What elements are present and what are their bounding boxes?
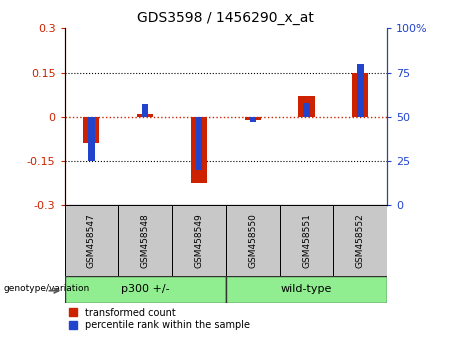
Text: wild-type: wild-type <box>281 284 332 295</box>
FancyBboxPatch shape <box>226 205 280 276</box>
Bar <box>142 104 148 117</box>
Bar <box>249 117 256 122</box>
FancyBboxPatch shape <box>333 205 387 276</box>
Title: GDS3598 / 1456290_x_at: GDS3598 / 1456290_x_at <box>137 11 314 24</box>
FancyBboxPatch shape <box>280 205 333 276</box>
FancyBboxPatch shape <box>172 205 226 276</box>
Bar <box>245 117 261 120</box>
Bar <box>83 117 100 143</box>
Text: GSM458548: GSM458548 <box>141 213 150 268</box>
Legend: transformed count, percentile rank within the sample: transformed count, percentile rank withi… <box>70 308 250 330</box>
FancyBboxPatch shape <box>226 276 387 303</box>
FancyBboxPatch shape <box>65 276 226 303</box>
Text: GSM458547: GSM458547 <box>87 213 96 268</box>
FancyBboxPatch shape <box>65 205 118 276</box>
Bar <box>352 73 368 117</box>
Bar <box>357 64 364 117</box>
Text: GSM458549: GSM458549 <box>195 213 203 268</box>
Text: p300 +/-: p300 +/- <box>121 284 170 295</box>
FancyBboxPatch shape <box>118 205 172 276</box>
Text: GSM458551: GSM458551 <box>302 213 311 268</box>
Bar <box>88 117 95 161</box>
Text: GSM458550: GSM458550 <box>248 213 257 268</box>
Text: GSM458552: GSM458552 <box>356 213 365 268</box>
Bar <box>137 114 153 117</box>
Text: genotype/variation: genotype/variation <box>3 284 89 292</box>
Bar <box>303 103 310 117</box>
Bar <box>191 117 207 183</box>
Bar <box>196 117 202 170</box>
Bar <box>298 96 314 117</box>
